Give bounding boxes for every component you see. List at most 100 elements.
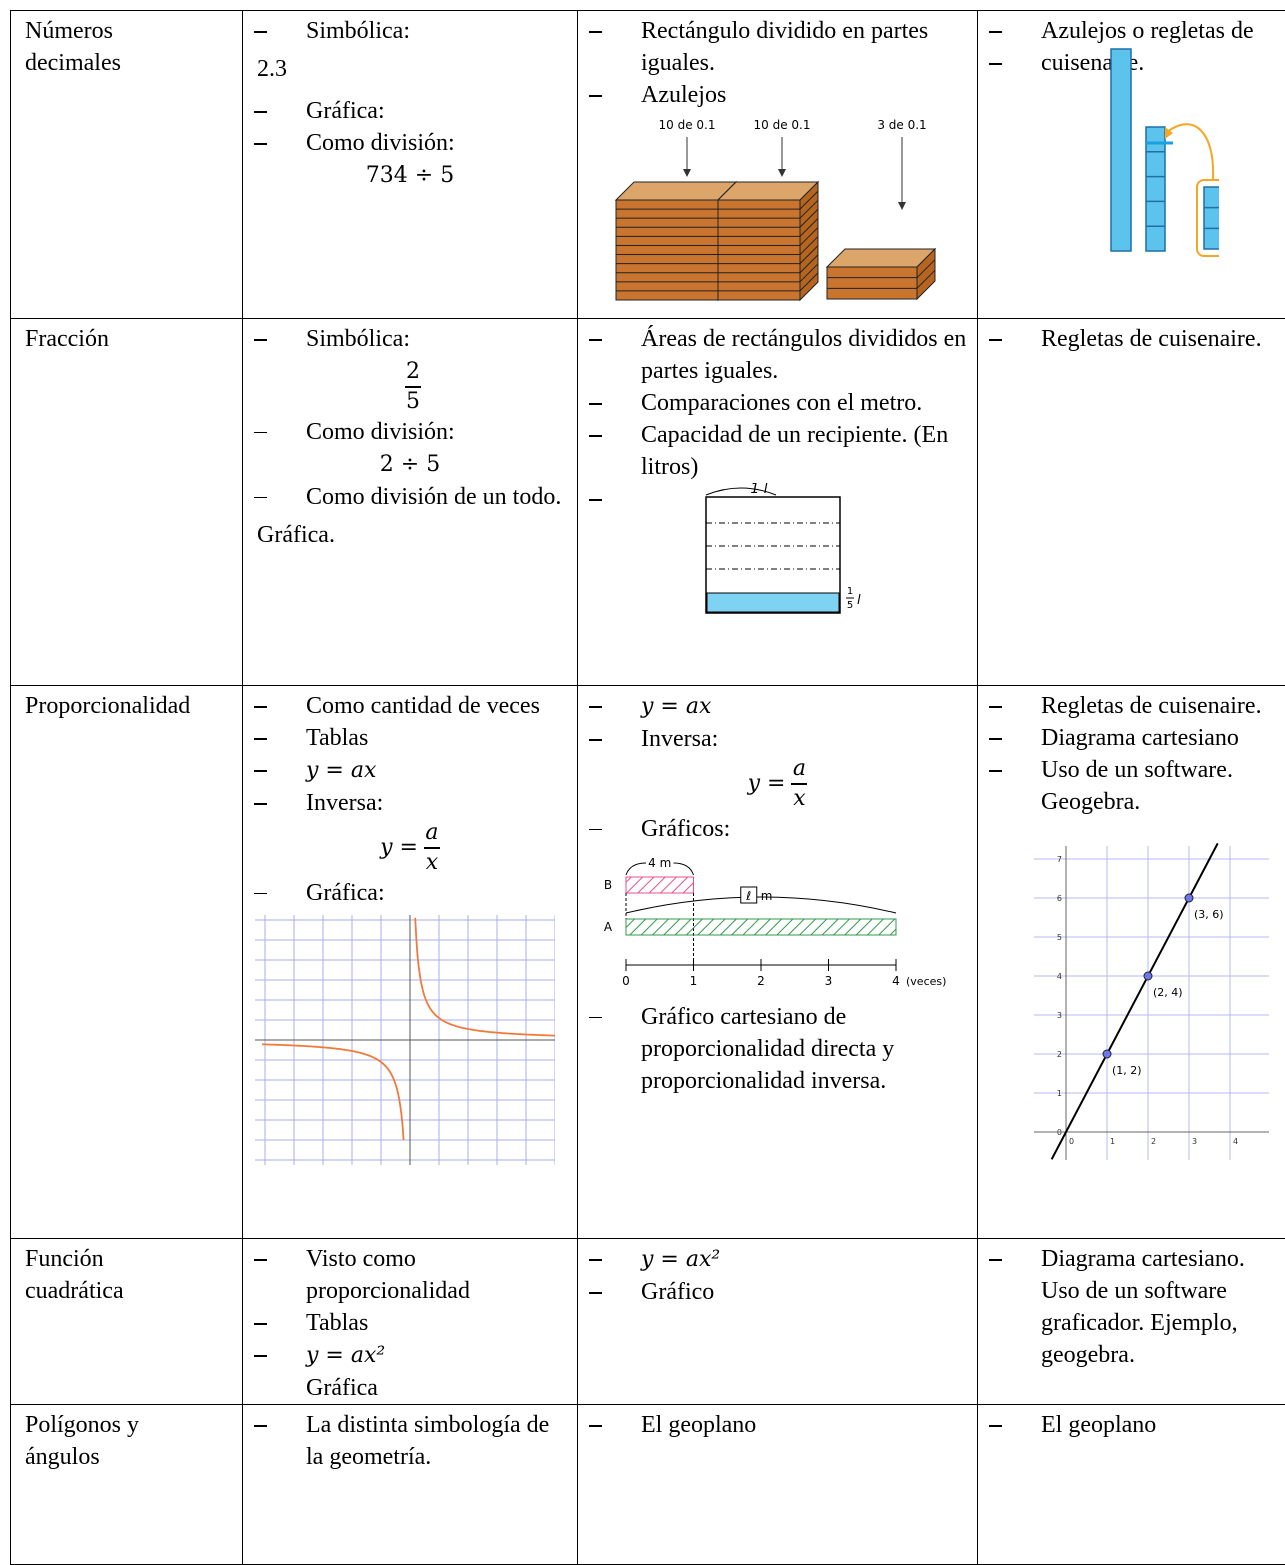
item-body: Simbólica: bbox=[306, 323, 577, 355]
bullet-dash bbox=[243, 787, 306, 819]
table-cell: Diagrama cartesiano.Uso de un software g… bbox=[978, 1239, 1285, 1405]
paragraph: Geogebra. bbox=[978, 786, 1285, 818]
denominator: 5 bbox=[406, 388, 420, 416]
item-body: Inversa: bbox=[306, 787, 577, 819]
text: Gráfica: bbox=[306, 880, 385, 906]
list-item: Inversa: bbox=[243, 787, 577, 819]
item-body: Como división de un todo. bbox=[306, 481, 577, 513]
block-top bbox=[827, 249, 935, 267]
block-front bbox=[827, 267, 917, 299]
paragraph: Gráfica bbox=[243, 1372, 577, 1404]
list-item: Gráfico cartesiano de proporcionalidad d… bbox=[578, 1001, 977, 1097]
item-body: El geoplano bbox=[641, 1409, 977, 1441]
text: Gráfico bbox=[641, 1279, 714, 1305]
bullet-dash bbox=[243, 95, 306, 127]
item-body: Diagrama cartesiano bbox=[1041, 722, 1285, 754]
y-tick-label: 3 bbox=[1057, 1011, 1062, 1020]
rod bbox=[1111, 49, 1131, 251]
bullet-dash bbox=[578, 419, 641, 451]
item-body: Tablas bbox=[306, 722, 577, 754]
text: Comparaciones con el metro. bbox=[641, 390, 922, 416]
block-label: 10 de 0.1 bbox=[659, 118, 716, 132]
bullet-dash bbox=[243, 1339, 306, 1371]
text: Gráfica bbox=[306, 1375, 378, 1401]
bullet-dash bbox=[243, 416, 306, 448]
topic-cell: Números decimales bbox=[11, 11, 243, 319]
text: Rectángulo dividido en partes iguales. bbox=[641, 18, 928, 76]
item-body: y = ax bbox=[306, 754, 577, 787]
text: Simbólica: bbox=[306, 326, 410, 352]
list-item: Simbólica: bbox=[243, 323, 577, 355]
item-body: y = ax² bbox=[306, 1339, 577, 1372]
bullet-dash bbox=[978, 722, 1041, 754]
bullet-dash bbox=[243, 690, 306, 722]
list-item: y = ax bbox=[243, 754, 577, 787]
list-item: Tablas bbox=[243, 1307, 577, 1339]
table-cell: Regletas de cuisenaire.Diagrama cartesia… bbox=[978, 686, 1285, 1239]
part-den: 5 bbox=[847, 600, 853, 611]
list-item: y = ax² bbox=[578, 1243, 977, 1276]
formula: y = ax bbox=[641, 694, 711, 719]
text: Gráfico cartesiano de proporcionalidad d… bbox=[641, 1004, 894, 1094]
formula: y = ax² bbox=[641, 1247, 720, 1272]
formula: y = ax² bbox=[306, 1343, 385, 1368]
item-body: Regletas de cuisenaire. bbox=[1041, 323, 1285, 355]
rod bbox=[1204, 187, 1219, 249]
part-num: 1 bbox=[847, 586, 853, 597]
item-body: Áreas de rectángulos divididos en partes… bbox=[641, 323, 977, 387]
list-item: Gráfica: bbox=[243, 95, 577, 127]
item-body: El geoplano bbox=[1041, 1409, 1285, 1441]
tick-label: 4 bbox=[892, 974, 900, 988]
text: Geogebra. bbox=[1041, 789, 1140, 815]
point-label: (1, 2) bbox=[1112, 1064, 1142, 1077]
bullet-dash bbox=[978, 1409, 1041, 1441]
numerator: 2 bbox=[406, 358, 420, 386]
list-item: Como división: bbox=[243, 127, 577, 159]
arrow-head bbox=[683, 169, 691, 177]
list-item: El geoplano bbox=[978, 1409, 1285, 1441]
bar-label: B bbox=[604, 878, 612, 892]
list-item: Como división: bbox=[243, 416, 577, 448]
item-body: Comparaciones con el metro. bbox=[641, 387, 977, 419]
figure bbox=[255, 915, 577, 1165]
x-tick-label: 0 bbox=[1069, 1137, 1074, 1146]
bullet-dash bbox=[578, 690, 641, 722]
point-label: (3, 6) bbox=[1194, 908, 1224, 921]
topic-cell: Función cuadrática bbox=[11, 1239, 243, 1405]
table-cell: Rectángulo dividido en partes iguales.Az… bbox=[578, 11, 978, 319]
block-front bbox=[616, 200, 718, 300]
illustration: 0123401234567(1, 2)(2, 4)(3, 6) bbox=[1034, 842, 1269, 1162]
item-body: Regletas de cuisenaire. bbox=[1041, 690, 1285, 722]
bullet-dash bbox=[978, 15, 1041, 47]
bullet-dash bbox=[243, 323, 306, 355]
tick-label: 1 bbox=[690, 974, 698, 988]
text: Regletas de cuisenaire. bbox=[1041, 326, 1262, 352]
list-item: Gráficos: bbox=[578, 813, 977, 845]
y-tick-label: 5 bbox=[1057, 933, 1062, 942]
item-body: Gráfico bbox=[641, 1276, 977, 1308]
item-body: Uso de un software. bbox=[1041, 754, 1285, 786]
list-item: Capacidad de un recipiente. (En litros) bbox=[578, 419, 977, 483]
bullet-dash bbox=[243, 15, 306, 47]
table-cell: Azulejos o regletas de cuisenaire. bbox=[978, 11, 1285, 319]
denominator: x bbox=[426, 849, 438, 877]
table-cell: La distinta simbología de la geometría. bbox=[243, 1405, 578, 1565]
numerator: a bbox=[793, 755, 806, 783]
formula: 734 ÷ 5 bbox=[366, 163, 454, 188]
bullet-dash bbox=[578, 15, 641, 47]
item-body: Inversa: bbox=[641, 723, 977, 755]
item-body: Capacidad de un recipiente. (En litros) bbox=[641, 419, 977, 483]
bullet-dash bbox=[978, 1243, 1041, 1275]
fraction-lhs: y = bbox=[380, 832, 418, 864]
list-item: El geoplano bbox=[578, 1409, 977, 1441]
block-top bbox=[616, 182, 736, 200]
item-body: y = ax bbox=[641, 690, 977, 723]
move-arrow bbox=[1167, 124, 1213, 179]
item-body: Simbólica: bbox=[306, 15, 577, 47]
item-body: Como cantidad de veces bbox=[306, 690, 577, 722]
bullet-dash bbox=[578, 1276, 641, 1308]
